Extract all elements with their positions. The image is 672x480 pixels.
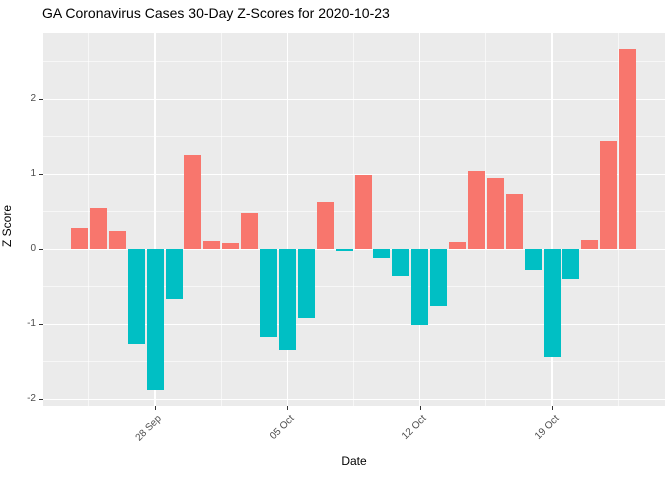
bar-negative xyxy=(146,249,164,390)
bar-negative xyxy=(165,249,183,299)
bar-negative xyxy=(335,249,353,251)
bar-positive xyxy=(71,228,88,250)
x-tick-label: 28 Sep xyxy=(133,413,165,444)
bar-positive xyxy=(619,49,637,250)
gridline-minor-v xyxy=(88,33,90,406)
bar-positive xyxy=(316,202,334,250)
x-tick-mark xyxy=(287,406,289,410)
x-tick-mark xyxy=(552,406,553,410)
bar-positive xyxy=(184,154,202,250)
gridline-major-h xyxy=(43,98,665,101)
bar-positive xyxy=(505,193,523,250)
x-tick-label: 19 Oct xyxy=(532,413,562,442)
gridline-minor-v xyxy=(220,33,222,406)
y-tick-mark xyxy=(39,399,43,401)
bar-positive xyxy=(600,141,618,250)
bar-positive xyxy=(241,213,259,250)
bar-positive xyxy=(354,175,372,250)
bar-positive xyxy=(89,208,107,250)
y-tick-mark xyxy=(39,249,43,251)
gridline-major-h xyxy=(43,323,665,326)
bar-negative xyxy=(127,249,145,344)
chart-title: GA Coronavirus Cases 30-Day Z-Scores for… xyxy=(42,5,390,21)
plot-panel xyxy=(43,33,665,406)
bar-positive xyxy=(222,243,240,250)
bar-positive xyxy=(449,241,466,250)
bar-negative xyxy=(430,249,448,307)
bar-negative xyxy=(524,249,542,270)
bar-positive xyxy=(108,231,126,250)
x-tick-label: 12 Oct xyxy=(400,413,429,442)
bar-negative xyxy=(411,249,429,326)
y-tick-label: 0 xyxy=(30,243,36,255)
y-tick-mark xyxy=(39,324,43,326)
bar-negative xyxy=(543,249,561,357)
bar-positive xyxy=(486,178,504,250)
bar-positive xyxy=(203,241,221,250)
gridline-major-h xyxy=(43,248,665,251)
gridline-minor-v xyxy=(617,33,619,406)
bar-negative xyxy=(260,249,277,338)
gridline-minor-v xyxy=(353,33,355,406)
y-tick-label: -2 xyxy=(27,393,36,405)
bar-negative xyxy=(562,249,580,279)
gridline-major-v xyxy=(154,33,156,406)
x-tick-label: 05 Oct xyxy=(267,413,297,442)
y-tick-label: 1 xyxy=(30,168,36,180)
y-tick-mark xyxy=(39,99,43,101)
bar-negative xyxy=(297,249,315,318)
bar-positive xyxy=(581,240,599,250)
gridline-major-v xyxy=(286,33,289,406)
gridline-major-v xyxy=(418,33,421,406)
bar-negative xyxy=(392,249,410,276)
gridline-major-h xyxy=(43,398,665,401)
bar-negative xyxy=(373,249,391,258)
y-tick-label: 2 xyxy=(30,93,36,105)
y-tick-label: -1 xyxy=(27,318,36,330)
bar-negative xyxy=(278,249,296,350)
bar-positive xyxy=(467,171,485,250)
x-tick-mark xyxy=(155,406,157,410)
gridline-major-v xyxy=(551,33,553,406)
gridline-major-h xyxy=(43,173,665,176)
x-tick-mark xyxy=(419,406,421,410)
y-axis-title: Z Score xyxy=(0,205,14,248)
y-tick-mark xyxy=(39,174,43,176)
gridline-minor-v xyxy=(485,33,487,406)
x-axis-title: Date xyxy=(341,454,367,468)
